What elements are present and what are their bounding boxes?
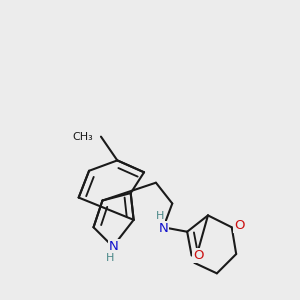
Text: O: O	[193, 249, 203, 262]
Text: N: N	[158, 222, 168, 235]
Text: O: O	[234, 219, 244, 232]
Text: H: H	[106, 253, 115, 263]
Text: H: H	[156, 211, 165, 221]
Text: N: N	[109, 240, 119, 253]
Text: CH₃: CH₃	[72, 132, 93, 142]
